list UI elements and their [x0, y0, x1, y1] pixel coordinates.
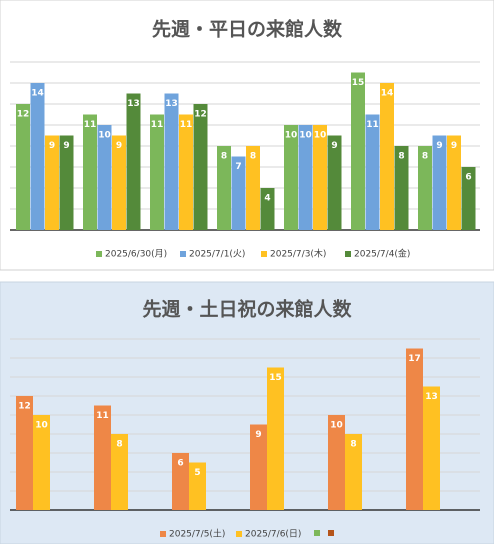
data-label: 10 — [314, 131, 327, 141]
data-label: 13 — [165, 99, 178, 109]
data-label: 4 — [264, 194, 270, 204]
bar — [365, 114, 380, 230]
data-label: 9 — [49, 141, 55, 151]
bar — [83, 114, 97, 230]
bar — [418, 146, 432, 230]
bar — [246, 146, 260, 230]
chart-title: 先週・平日の来館人数 — [152, 18, 343, 41]
bar — [189, 462, 206, 510]
legend-swatch — [261, 251, 267, 257]
legend-label: 2025/7/6(日) — [245, 529, 301, 540]
bar — [447, 135, 461, 230]
bar — [112, 135, 126, 230]
bar — [97, 125, 112, 230]
data-label: 9 — [451, 141, 457, 151]
bar — [432, 135, 447, 230]
bar — [172, 453, 189, 510]
data-label: 5 — [194, 468, 200, 478]
bar — [351, 72, 365, 230]
data-label: 8 — [221, 152, 227, 162]
bar — [59, 135, 74, 230]
chart-title: 先週・土日祝の来館人数 — [142, 298, 352, 321]
bar — [284, 125, 298, 230]
data-label: 9 — [436, 141, 442, 151]
legend-swatch — [345, 251, 351, 257]
legend-swatch — [314, 530, 320, 536]
bar — [179, 114, 193, 230]
bar — [260, 188, 275, 230]
bar — [111, 434, 128, 510]
legend-label: 2025/7/5(土) — [169, 528, 225, 540]
data-label: 11 — [151, 120, 164, 130]
data-label: 10 — [98, 131, 111, 141]
data-label: 11 — [96, 411, 109, 421]
data-label: 14 — [31, 89, 44, 99]
bar — [461, 167, 476, 230]
data-label: 12 — [194, 110, 207, 120]
data-label: 13 — [127, 99, 140, 109]
data-label: 11 — [84, 120, 97, 130]
data-label: 9 — [331, 141, 337, 151]
data-label: 12 — [17, 110, 30, 120]
bar — [250, 424, 267, 510]
data-label: 8 — [350, 440, 356, 450]
bar — [45, 135, 59, 230]
data-label: 13 — [425, 392, 438, 402]
data-label: 9 — [255, 430, 261, 440]
data-label: 10 — [299, 131, 312, 141]
legend-label: 2025/6/30(月) — [105, 249, 167, 260]
data-label: 7 — [235, 162, 241, 172]
bar — [16, 104, 30, 230]
data-label: 10 — [330, 421, 343, 431]
legend-swatch — [160, 531, 166, 537]
legend-swatch — [96, 251, 102, 257]
data-label: 8 — [398, 152, 404, 162]
data-label: 11 — [366, 120, 379, 130]
legend-label: 2025/7/4(金) — [354, 248, 410, 260]
data-label: 15 — [269, 373, 282, 383]
data-label: 17 — [408, 354, 421, 364]
bar — [406, 348, 423, 510]
bar — [298, 125, 313, 230]
bar — [327, 135, 342, 230]
bar — [345, 434, 362, 510]
legend-swatch — [180, 251, 186, 257]
data-label: 10 — [285, 131, 298, 141]
bar — [267, 367, 284, 510]
bar — [33, 415, 50, 510]
bar — [423, 386, 440, 510]
bar — [150, 114, 164, 230]
bar — [94, 405, 111, 510]
bar — [126, 93, 141, 230]
data-label: 8 — [250, 152, 256, 162]
legend-label: 2025/7/3(木) — [270, 248, 326, 260]
data-label: 10 — [35, 421, 48, 431]
data-label: 14 — [381, 89, 394, 99]
bar — [30, 83, 45, 230]
bar — [328, 415, 345, 510]
legend-swatch — [328, 530, 334, 536]
data-label: 6 — [465, 173, 471, 183]
bar — [394, 146, 409, 230]
data-label: 8 — [116, 440, 122, 450]
bar — [193, 104, 208, 230]
bar — [380, 83, 394, 230]
bar — [164, 93, 179, 230]
data-label: 6 — [177, 459, 183, 469]
data-label: 12 — [18, 402, 31, 412]
data-label: 9 — [63, 141, 69, 151]
bar — [217, 146, 231, 230]
legend-swatch — [236, 531, 242, 537]
bar — [313, 125, 327, 230]
data-label: 15 — [352, 78, 365, 88]
data-label: 8 — [422, 152, 428, 162]
data-label: 11 — [180, 120, 193, 130]
bar — [16, 396, 33, 510]
data-label: 9 — [116, 141, 122, 151]
bar — [231, 156, 246, 230]
legend-label: 2025/7/1(火) — [189, 249, 245, 260]
